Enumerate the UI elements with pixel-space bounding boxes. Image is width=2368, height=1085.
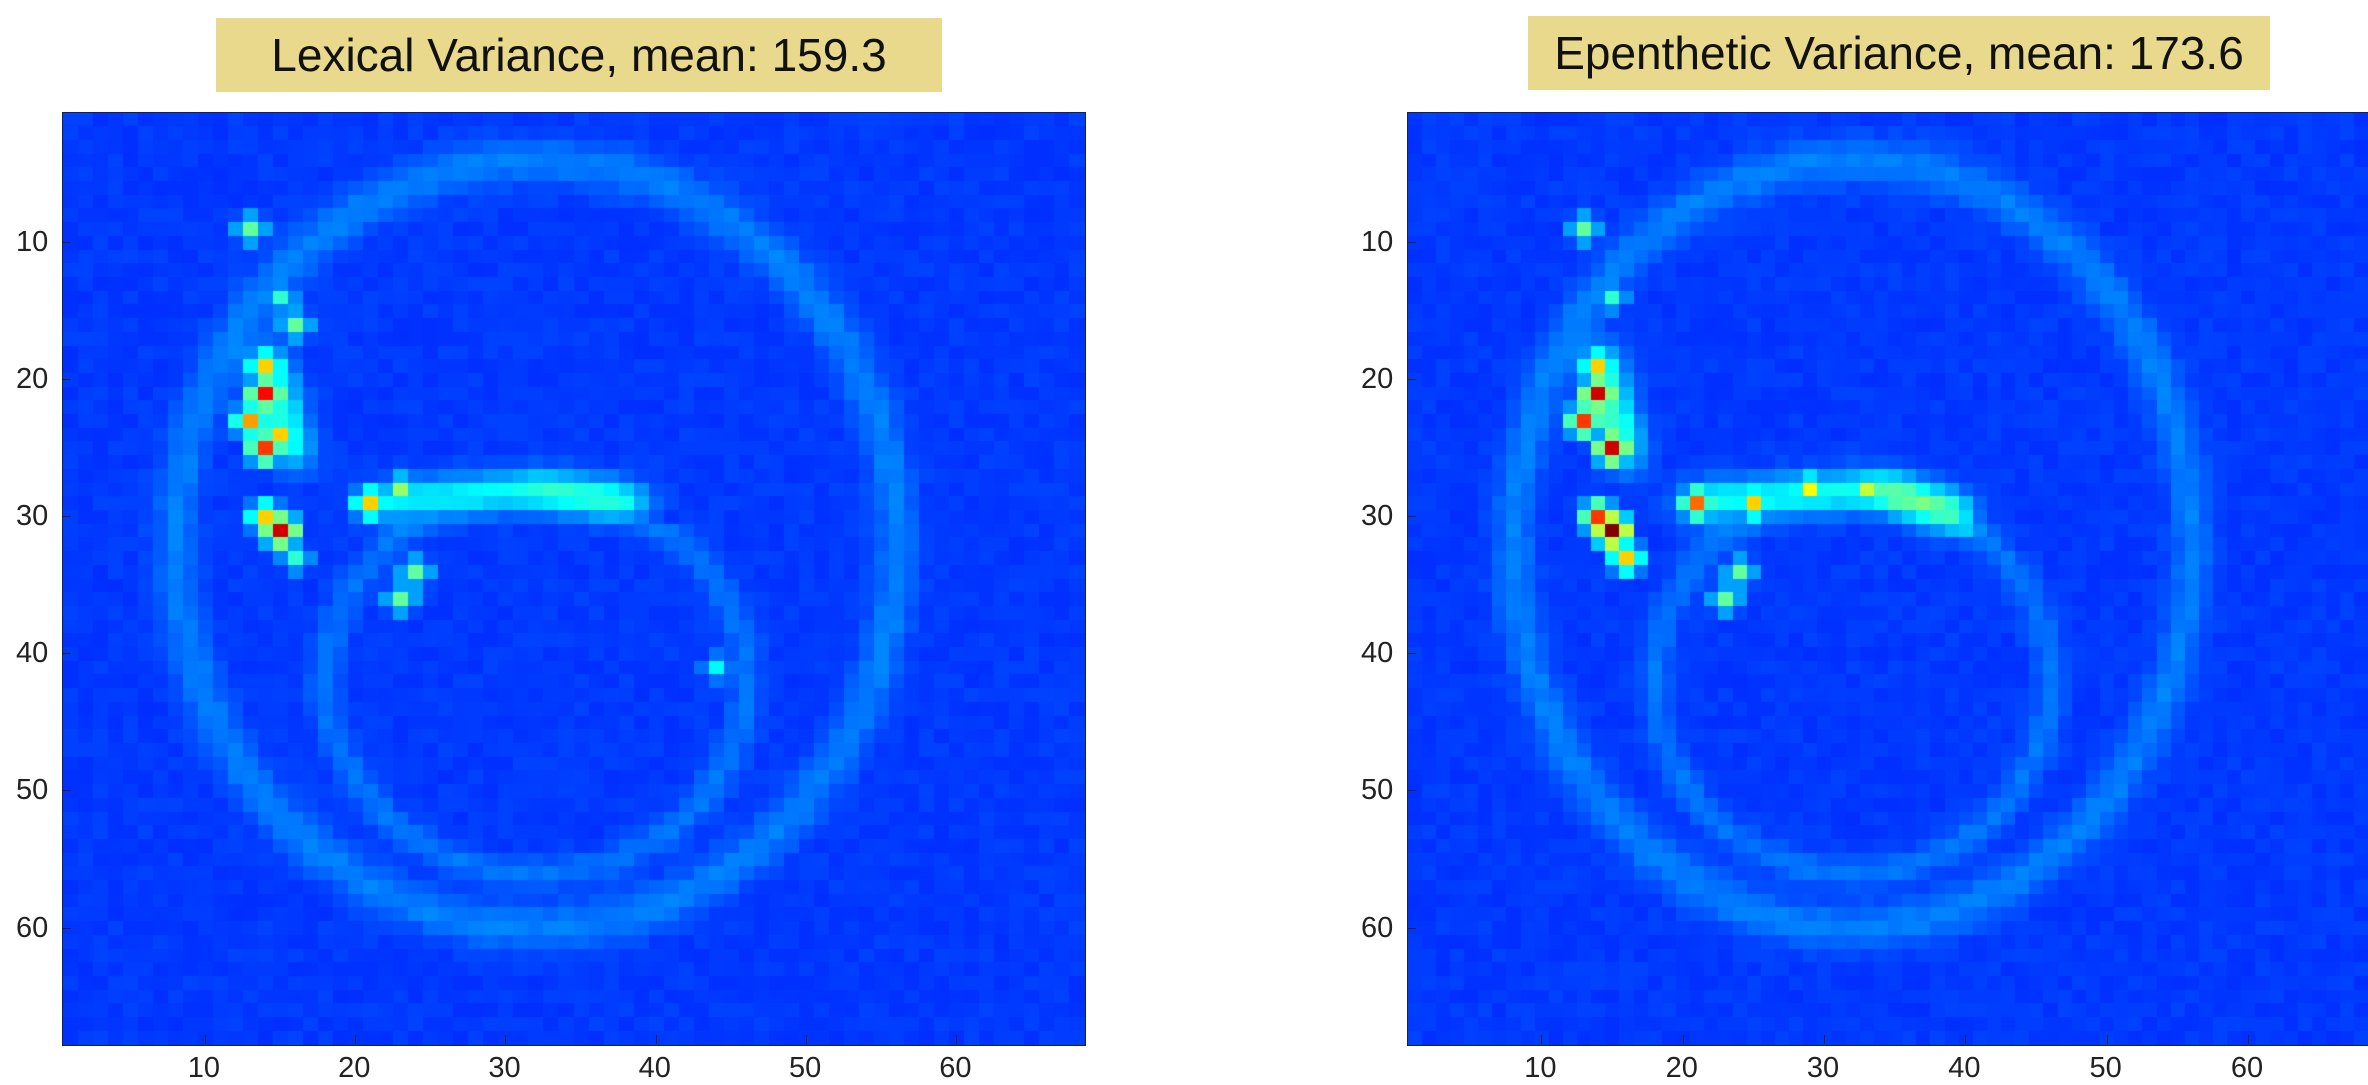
x-tick-label: 60 [939, 1052, 972, 1084]
x-tick-mark [2247, 1035, 2249, 1044]
x-tick-label: 20 [1665, 1052, 1698, 1084]
x-tick-mark [1965, 1035, 1967, 1044]
x-tick-label: 10 [187, 1052, 221, 1084]
x-tick-mark [655, 1035, 657, 1044]
plot-area [62, 112, 1086, 1046]
heatmap-canvas [63, 113, 1085, 1045]
x-tick-label: 20 [338, 1052, 371, 1084]
x-tick-mark [1823, 1035, 1825, 1044]
y-tick-label: 60 [1361, 911, 1394, 944]
y-tick-label: 50 [1361, 774, 1394, 807]
y-tick-label: 30 [16, 500, 49, 533]
heatmap-canvas [1408, 113, 2368, 1045]
y-tick-mark [62, 242, 71, 244]
y-tick-mark [1407, 516, 1416, 518]
y-tick-label: 40 [16, 637, 49, 670]
x-tick-mark [1541, 1035, 1543, 1044]
x-tick-label: 50 [788, 1052, 822, 1084]
y-tick-label: 20 [1361, 363, 1394, 396]
y-tick-mark [1407, 242, 1416, 244]
y-tick-mark [62, 653, 71, 655]
x-tick-label: 40 [1948, 1052, 1981, 1084]
y-tick-mark [62, 516, 71, 518]
x-tick-label: 60 [2230, 1052, 2264, 1084]
y-tick-label: 30 [1361, 500, 1394, 533]
y-tick-mark [62, 927, 71, 929]
heatmap-panel-lexical: Lexical Variance, mean: 159.3 10 20 30 40 50… [0, 0, 1184, 1084]
y-tick-label: 10 [16, 226, 49, 259]
y-tick-mark [1407, 379, 1416, 381]
y-tick-label: 50 [16, 774, 49, 807]
x-tick-mark [805, 1035, 807, 1044]
y-tick-label: 60 [16, 911, 49, 944]
x-tick-label: 50 [2089, 1052, 2122, 1084]
plot-area [1407, 112, 2368, 1046]
heatmap-panel-epenthetic: Epenthetic Variance, mean: 173.6 10 20 30 4… [1184, 0, 2368, 1084]
x-tick-mark [1682, 1035, 1684, 1044]
x-tick-mark [2106, 1035, 2108, 1044]
y-tick-mark [62, 379, 71, 381]
chart-title: Lexical Variance, mean: 159.3 [216, 18, 942, 92]
x-tick-mark [956, 1035, 958, 1044]
x-tick-mark [355, 1035, 357, 1044]
x-tick-label: 40 [638, 1052, 671, 1084]
y-tick-label: 40 [1361, 637, 1394, 670]
y-tick-mark [1407, 653, 1416, 655]
y-tick-mark [1407, 790, 1416, 792]
x-tick-mark [204, 1035, 206, 1044]
x-tick-label: 10 [1524, 1052, 1557, 1084]
y-tick-label: 20 [16, 363, 49, 396]
x-tick-mark [505, 1035, 507, 1044]
y-tick-mark [1407, 927, 1416, 929]
x-tick-label: 30 [1806, 1052, 1840, 1084]
y-tick-label: 10 [1361, 226, 1394, 259]
chart-title: Epenthetic Variance, mean: 173.6 [1528, 16, 2270, 90]
x-tick-label: 30 [488, 1052, 521, 1084]
y-tick-mark [62, 790, 71, 792]
